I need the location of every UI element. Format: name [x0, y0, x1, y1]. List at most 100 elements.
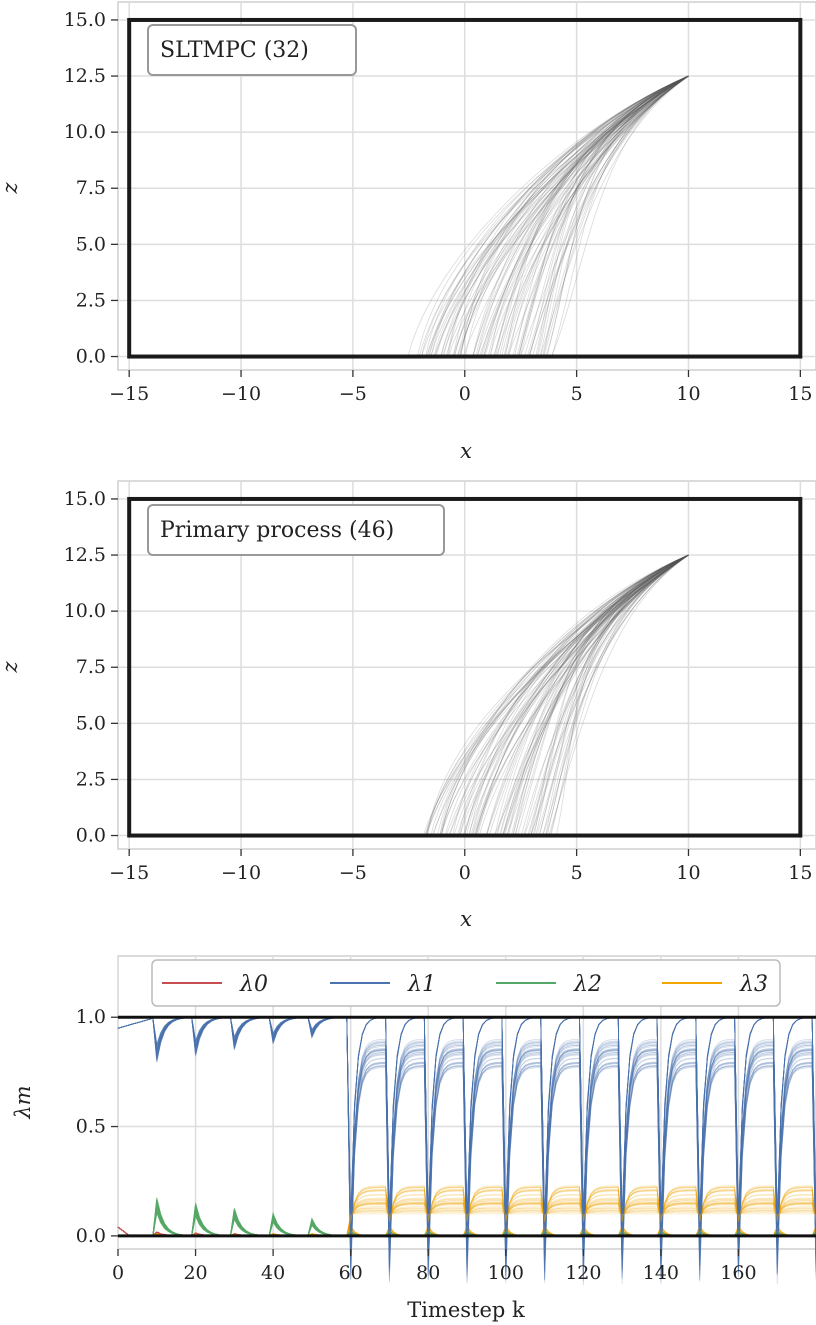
trajectory-line [548, 554, 689, 836]
trajectory-line [462, 75, 689, 357]
x-tick-label: 10 [676, 862, 700, 884]
x-tick-label: 5 [571, 862, 583, 884]
series-line-lambda1 [117, 1016, 816, 1229]
series-line-lambda1 [117, 1016, 816, 1234]
series-line-lambda3 [118, 1229, 816, 1237]
series-line-lambda1 [117, 1016, 816, 1236]
legend: λ0 λ1 λ2 λ3 [151, 959, 781, 1007]
series-line-lambda1 [117, 1016, 816, 1279]
trajectory-line [459, 554, 689, 836]
series-line-lambda1 [117, 1016, 816, 1275]
series-line-lambda2 [118, 1209, 816, 1237]
panel-sltmpc-trajectories [407, 75, 689, 357]
series-line-lambda3 [118, 1226, 816, 1237]
trajectory-line [448, 75, 689, 357]
series-line-lambda3 [118, 1197, 816, 1237]
series-line-lambda1 [117, 1016, 816, 1265]
annotation-text: SLTMPC (32) [160, 38, 309, 63]
series-line-lambda3 [118, 1208, 816, 1237]
series-line-lambda2 [118, 1198, 816, 1237]
trajectory-line [468, 554, 689, 836]
x-tick-label: −5 [339, 862, 367, 884]
x-tick-label: 20 [183, 1262, 207, 1284]
trajectory-line [436, 554, 689, 836]
trajectory-line [430, 554, 689, 836]
series-line-lambda2 [118, 1204, 816, 1237]
y-tick-label: 10.0 [64, 600, 106, 622]
series-line-lambda1 [117, 1016, 816, 1266]
trajectory-line [465, 554, 689, 836]
series-line-lambda3 [118, 1213, 816, 1237]
series-line-lambda3 [118, 1227, 816, 1237]
trajectory-line [543, 75, 689, 357]
series-line-lambda3 [118, 1232, 816, 1237]
series-line-lambda3 [118, 1186, 816, 1237]
trajectory-line [465, 75, 689, 357]
trajectory-line [512, 554, 689, 836]
trajectory-line [496, 75, 689, 357]
series-line-lambda3 [118, 1203, 816, 1237]
series-line-lambda1 [117, 1016, 816, 1236]
series-line-lambda2 [118, 1210, 816, 1237]
trajectory-line [516, 75, 689, 357]
y-tick-label: 12.5 [64, 65, 106, 87]
series-line-lambda2 [118, 1210, 816, 1237]
x-tick-label: 0 [112, 1262, 124, 1284]
series-line-lambda2 [118, 1206, 816, 1237]
trajectory-line [440, 554, 689, 836]
trajectory-line [464, 554, 689, 836]
trajectory-line [486, 554, 689, 836]
panel-primary-annotation: Primary process (46) [147, 504, 445, 556]
trajectory-line [494, 554, 689, 836]
series-line-lambda2 [118, 1211, 816, 1237]
trajectory-line [534, 554, 689, 836]
series-line-lambda2 [118, 1205, 816, 1237]
trajectory-line [421, 75, 689, 357]
series-line-lambda1 [117, 1016, 816, 1236]
series-line-lambda1 [117, 1016, 816, 1257]
series-line-lambda1 [117, 1016, 816, 1273]
trajectory-line [535, 75, 689, 357]
series-line-lambda1 [117, 1016, 816, 1260]
annotation-text: Primary process (46) [160, 518, 394, 543]
panel-primary-process: −15 −10 −5 0 5 10 15 0.0 2.5 5.0 7.5 10.0 12.5 15.0 P… [0, 480, 816, 931]
x-tick-label: 80 [416, 1262, 440, 1284]
series-line-lambda3 [118, 1185, 816, 1237]
trajectory-line [460, 75, 689, 357]
y-tick-label: 2.5 [76, 768, 106, 790]
trajectory-line [426, 554, 689, 836]
trajectory-line [458, 75, 689, 357]
trajectory-line [515, 554, 689, 836]
trajectory-line [472, 75, 689, 357]
trajectory-line [532, 554, 689, 836]
series-line-lambda1 [117, 1016, 816, 1264]
series-line-lambda3 [118, 1194, 816, 1237]
series-line-lambda3 [118, 1201, 816, 1237]
trajectory-line [483, 75, 689, 357]
trajectory-line [463, 554, 689, 836]
trajectory-line [501, 75, 689, 357]
series-line-lambda2 [118, 1206, 816, 1237]
series-line-lambda3 [118, 1187, 816, 1237]
series-line-lambda2 [118, 1199, 816, 1237]
trajectory-line [446, 75, 689, 357]
trajectory-line [454, 75, 689, 357]
series-line-lambda2 [118, 1211, 816, 1237]
trajectory-line [518, 75, 689, 357]
trajectory-line [475, 554, 689, 836]
series-line-lambda1 [117, 1016, 816, 1236]
trajectory-line [512, 75, 689, 357]
series-line-lambda3 [118, 1199, 816, 1237]
trajectory-line [550, 554, 689, 836]
series-line-lambda2 [118, 1202, 816, 1237]
trajectory-line [444, 554, 689, 836]
series-line-lambda2 [118, 1201, 816, 1237]
series-line-lambda1 [117, 1016, 816, 1233]
trajectory-line [499, 75, 689, 357]
series-line-lambda2 [118, 1204, 816, 1237]
series-line-lambda1 [117, 1016, 816, 1260]
series-line-lambda2 [118, 1207, 816, 1237]
series-line-lambda3 [118, 1226, 816, 1237]
trajectory-line [495, 75, 689, 357]
